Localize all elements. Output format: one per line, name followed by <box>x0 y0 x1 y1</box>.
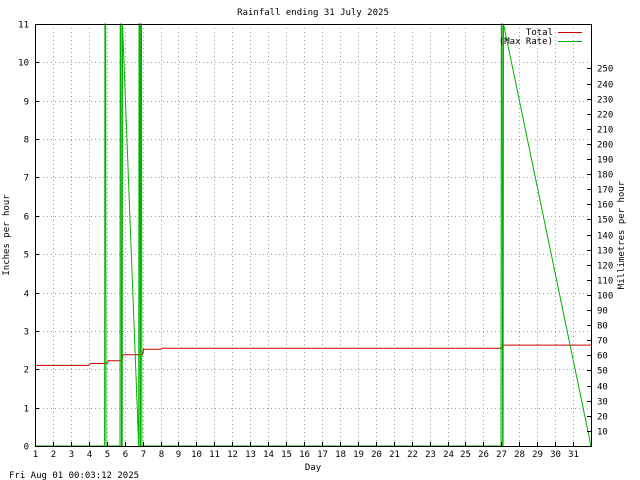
y-tick-label: 5 <box>24 251 29 261</box>
x-tick-label: 11 <box>209 450 220 460</box>
y2-tick-label: 150 <box>597 216 613 226</box>
y2-tick-label: 50 <box>597 367 608 377</box>
y-tick-label: 4 <box>24 290 29 300</box>
legend: Total(Max Rate) <box>499 28 582 47</box>
y2-tick-label: 70 <box>597 337 608 347</box>
y2-axis-label: Millimetres per hour <box>617 180 627 289</box>
timestamp-footer: Fri Aug 01 00:03:12 2025 <box>9 471 139 480</box>
x-tick-label: 13 <box>245 450 256 460</box>
y2-tick-label: 160 <box>597 201 613 211</box>
y2-tick-label: 210 <box>597 126 613 136</box>
x-tick-label: 28 <box>514 450 525 460</box>
y-tick-label: 6 <box>24 213 29 223</box>
x-tick-label: 20 <box>371 450 382 460</box>
series-layer <box>34 23 592 447</box>
chart-title: Rainfall ending 31 July 2025 <box>237 8 389 18</box>
y2-tick-label: 20 <box>597 413 608 423</box>
x-tick-label: 7 <box>141 450 146 460</box>
tick-labels: 1 2 3 4 5 6 7 8 9 10 11 12 13 14 15 16 17 18 19 20 21 22 23 24 2… <box>18 21 613 461</box>
y2-tick-label: 30 <box>597 398 608 408</box>
x-tick-label: 30 <box>550 450 561 460</box>
y2-tick-label: 250 <box>597 65 613 75</box>
y2-tick-label: 170 <box>597 186 613 196</box>
y2-tick-label: 190 <box>597 156 613 166</box>
x-tick-label: 14 <box>263 450 274 460</box>
x-tick-label: 31 <box>568 450 579 460</box>
x-tick-label: 5 <box>105 450 110 460</box>
x-tick-label: 22 <box>407 450 418 460</box>
y-tick-label: 10 <box>18 59 29 69</box>
y2-tick-label: 40 <box>597 383 608 393</box>
y2-tick-label: 130 <box>597 247 613 257</box>
x-tick-label: 27 <box>496 450 507 460</box>
x-tick-label: 6 <box>123 450 128 460</box>
y-axis-label: Inches per hour <box>2 194 12 276</box>
x-tick-label: 18 <box>335 450 346 460</box>
x-tick-label: 25 <box>460 450 471 460</box>
x-tick-label: 4 <box>87 450 92 460</box>
series-total-line <box>34 344 591 368</box>
x-tick-label: 1 <box>33 450 38 460</box>
y-tick-label: 7 <box>24 174 29 184</box>
legend-label: Total <box>526 28 553 38</box>
y2-tick-label: 120 <box>597 262 613 272</box>
y2-tick-label: 10 <box>597 428 608 438</box>
y2-tick-label: 180 <box>597 171 613 181</box>
x-tick-label: 24 <box>443 450 454 460</box>
x-tick-label: 26 <box>478 450 489 460</box>
x-tick-label: 15 <box>281 450 292 460</box>
x-tick-label: 29 <box>532 450 543 460</box>
y2-tick-label: 110 <box>597 277 613 287</box>
x-tick-label: 9 <box>176 450 181 460</box>
y2-tick-label: 230 <box>597 96 613 106</box>
y-tick-label: 0 <box>24 443 29 453</box>
y2-tick-label: 80 <box>597 322 608 332</box>
legend-label: (Max Rate) <box>499 37 553 47</box>
y2-tick-label: 220 <box>597 111 613 121</box>
axes <box>35 24 592 447</box>
x-tick-label: 17 <box>317 450 328 460</box>
x-tick-label: 3 <box>69 450 74 460</box>
x-tick-label: 19 <box>353 450 364 460</box>
y-tick-label: 11 <box>18 21 29 31</box>
x-axis-label: Day <box>305 463 322 473</box>
x-tick-label: 12 <box>227 450 238 460</box>
y2-tick-label: 90 <box>597 307 608 317</box>
y2-tick-label: 60 <box>597 352 608 362</box>
x-tick-label: 21 <box>389 450 400 460</box>
x-tick-label: 16 <box>299 450 310 460</box>
y2-tick-label: 240 <box>597 81 613 91</box>
grid <box>35 24 591 446</box>
y-tick-label: 2 <box>24 366 29 376</box>
y2-tick-label: 100 <box>597 292 613 302</box>
y2-tick-label: 200 <box>597 141 613 151</box>
y-tick-label: 9 <box>24 98 29 108</box>
x-tick-label: 10 <box>191 450 202 460</box>
series-max-rate-line <box>35 23 592 447</box>
x-tick-label: 23 <box>425 450 436 460</box>
x-tick-label: 8 <box>159 450 164 460</box>
y-tick-label: 8 <box>24 136 29 146</box>
y-tick-label: 1 <box>24 405 29 415</box>
plot-frame <box>35 24 592 447</box>
y2-tick-label: 140 <box>597 232 613 242</box>
y-tick-label: 3 <box>24 328 29 338</box>
x-tick-label: 2 <box>51 450 56 460</box>
